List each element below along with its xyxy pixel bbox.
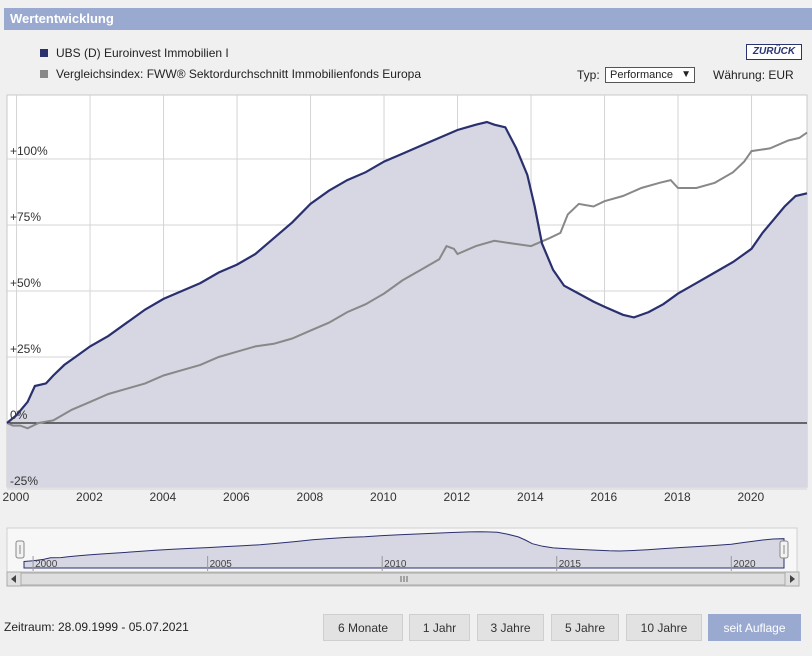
legend-label-fund: UBS (D) Euroinvest Immobilien I: [56, 46, 229, 60]
x-axis-labels: 2000 2002 2004 2006 2008 2010 2012 2014 2016 2018…: [3, 490, 765, 504]
legend-item-index[interactable]: Vergleichsindex: FWW® Sektordurchschnitt…: [40, 67, 421, 81]
legend-label-index: Vergleichsindex: FWW® Sektordurchschnitt…: [56, 67, 421, 81]
back-button[interactable]: ZURÜCK: [746, 44, 802, 60]
fund-area: [7, 122, 807, 487]
navigator-label-2010: 2010: [384, 559, 407, 570]
y-tick-label-4: +75%: [10, 210, 41, 224]
scrollbar-thumb[interactable]: [20, 572, 786, 586]
navigator-label-2000: 2000: [35, 559, 58, 570]
x-tick-label-2002: 2002: [76, 490, 103, 504]
legend-swatch-index: [40, 70, 48, 78]
period-button-6[interactable]: seit Auflage: [708, 614, 801, 641]
navigator-label-2015: 2015: [559, 559, 582, 570]
navigator-label-2005: 2005: [210, 559, 233, 570]
performance-chart[interactable]: -25% 0% +25% +50% +75% +100% 2000 2002 2004 2006…: [0, 0, 812, 610]
x-tick-label-2016: 2016: [591, 490, 618, 504]
fund-line: [6, 120, 808, 424]
chevron-down-icon: ▼: [681, 69, 691, 80]
x-tick-label-2014: 2014: [517, 490, 544, 504]
x-tick-label-2008: 2008: [297, 490, 324, 504]
chart-title: Wertentwicklung: [10, 11, 114, 26]
period-button-5[interactable]: 10 Jahre: [626, 614, 702, 641]
x-tick-label-2012: 2012: [444, 490, 471, 504]
period-button-3[interactable]: 3 Jahre: [477, 614, 544, 641]
x-tick-label-2018: 2018: [664, 490, 691, 504]
period-text: Zeitraum: 28.09.1999 - 05.07.2021: [4, 620, 189, 634]
arrow-left-icon: [11, 575, 16, 583]
type-select-value: Performance: [610, 69, 673, 81]
period-button-4[interactable]: 5 Jahre: [551, 614, 619, 641]
navigator-label-2020: 2020: [733, 559, 756, 570]
y-tick-label-0: -25%: [10, 474, 38, 488]
legend-item-fund[interactable]: UBS (D) Euroinvest Immobilien I: [40, 46, 229, 60]
chart-header: Wertentwicklung: [4, 8, 812, 30]
x-tick-label-2004: 2004: [150, 490, 177, 504]
x-tick-label-2006: 2006: [223, 490, 250, 504]
x-tick-label-2020: 2020: [738, 490, 765, 504]
index-line: [6, 131, 808, 430]
y-axis-labels: -25% 0% +25% +50% +75% +100%: [10, 144, 48, 488]
navigator-area: [23, 531, 785, 569]
period-button-2[interactable]: 1 Jahr: [409, 614, 470, 641]
currency-label: Währung: EUR: [713, 68, 794, 82]
arrow-right-icon: [790, 575, 795, 583]
type-label: Typ:: [577, 68, 600, 82]
y-tick-label-5: +100%: [10, 144, 48, 158]
y-tick-label-3: +50%: [10, 276, 41, 290]
y-tick-label-1: 0%: [10, 408, 28, 422]
y-tick-label-2: +25%: [10, 342, 41, 356]
navigator-labels: 2000 2005 2010 2015 2020: [32, 556, 756, 571]
period-button-1[interactable]: 6 Monate: [323, 614, 403, 641]
legend-swatch-fund: [40, 49, 48, 57]
type-select[interactable]: Performance ▼: [605, 67, 695, 83]
x-tick-label-2000: 2000: [3, 490, 30, 504]
x-tick-label-2010: 2010: [370, 490, 397, 504]
